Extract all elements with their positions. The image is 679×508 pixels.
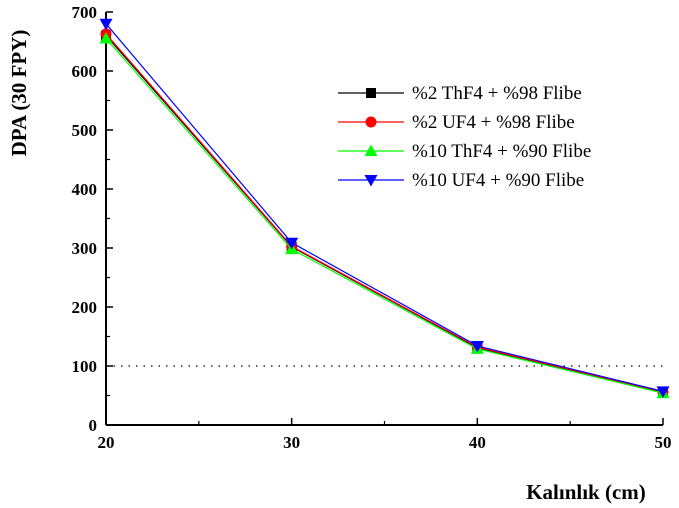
x-tick-label: 30 (283, 433, 300, 452)
legend-item: %2 UF4 + %98 Flibe (338, 112, 575, 133)
legend-label: %2 ThF4 + %98 Flibe (412, 83, 582, 104)
axes (105, 12, 663, 426)
data-point (656, 386, 670, 398)
y-tick-label: 300 (72, 239, 98, 258)
legend-label: %2 UF4 + %98 Flibe (412, 112, 575, 133)
legend-item: %10 UF4 + %90 Flibe (338, 170, 584, 191)
legend-marker (365, 116, 377, 128)
legend-marker (366, 88, 376, 98)
series-1 (101, 30, 668, 397)
legend-label: %10 UF4 + %90 Flibe (412, 170, 584, 191)
data-point (99, 18, 113, 31)
data-point (470, 340, 484, 353)
legend-item: %2 ThF4 + %98 Flibe (338, 83, 582, 104)
series-4 (99, 18, 670, 398)
x-tick-label: 40 (469, 433, 486, 452)
y-tick-label: 200 (72, 298, 98, 317)
series-3 (99, 32, 670, 399)
data-point (99, 32, 113, 44)
y-tick-label: 500 (72, 121, 98, 140)
legend-marker (364, 175, 378, 187)
legend: %2 ThF4 + %98 Flibe %2 UF4 + %98 Flibe %10… (338, 83, 591, 191)
y-axis-title: DPA (30 FPY) (7, 30, 31, 157)
y-tick-label: 100 (72, 357, 98, 376)
legend-label: %10 ThF4 + %90 Flibe (412, 141, 591, 162)
data-point (285, 237, 299, 250)
ticks: 0 100 200 300 400 500 600 700 20 30 40 50 (72, 3, 672, 452)
legend-item: %10 ThF4 + %90 Flibe (338, 141, 591, 162)
series-line (105, 38, 664, 394)
y-tick-label: 0 (89, 416, 98, 435)
series-group (99, 18, 670, 399)
y-tick-label: 600 (72, 62, 98, 81)
series-line (105, 33, 664, 393)
y-tick-label: 700 (72, 3, 98, 22)
x-tick-label: 50 (655, 433, 672, 452)
x-axis-title: Kalınlık (cm) (526, 480, 646, 504)
series-2 (100, 28, 669, 398)
legend-marker (364, 144, 378, 156)
x-tick-label: 20 (98, 433, 115, 452)
y-tick-label: 400 (72, 180, 98, 199)
series-line (105, 23, 664, 392)
